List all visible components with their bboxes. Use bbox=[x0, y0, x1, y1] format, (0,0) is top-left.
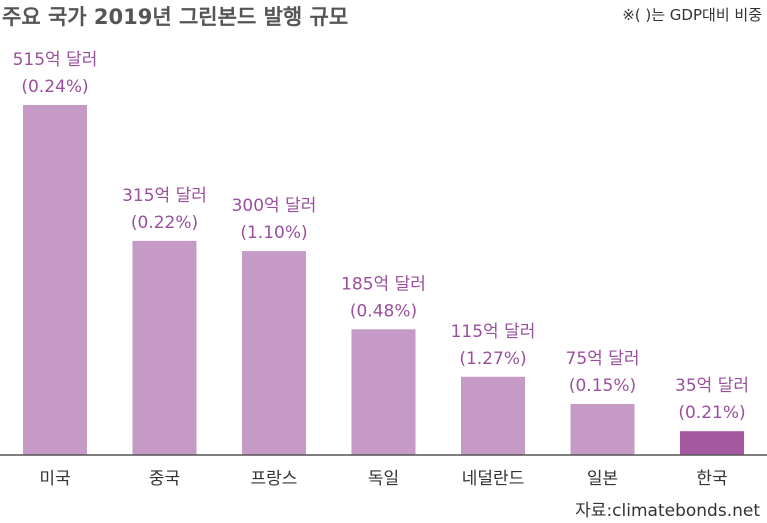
category-label-3: 독일 bbox=[368, 469, 399, 489]
value-label-6: 35억 달러 bbox=[675, 376, 749, 396]
chart-title: 주요 국가 2019년 그린본드 발행 규모 bbox=[2, 5, 348, 29]
category-label-4: 네덜란드 bbox=[462, 469, 525, 489]
bar-0 bbox=[23, 105, 87, 455]
bars-group: 515억 달러 (0.24%) 미국 315억 달러 (0.22%) 중국 300억 달러 (… bbox=[13, 50, 749, 489]
gdp-share-label-6: (0.21%) bbox=[678, 403, 745, 423]
value-label-0: 515억 달러 bbox=[13, 50, 98, 70]
gdp-share-label-3: (0.48%) bbox=[350, 301, 417, 321]
source-note: 자료:climatebonds.net bbox=[575, 501, 760, 521]
bar-5 bbox=[570, 404, 635, 455]
bar-4 bbox=[461, 376, 525, 455]
gdp-share-label-2: (1.10%) bbox=[240, 223, 307, 243]
category-label-5: 일본 bbox=[587, 469, 618, 489]
value-label-5: 75억 달러 bbox=[566, 349, 640, 369]
gdp-share-label-4: (1.27%) bbox=[459, 349, 526, 369]
value-label-1: 315억 달러 bbox=[122, 186, 207, 206]
value-label-4: 115억 달러 bbox=[451, 322, 536, 342]
value-label-2: 300억 달러 bbox=[232, 196, 317, 216]
bar-1 bbox=[132, 240, 197, 455]
bar-6 bbox=[680, 431, 744, 455]
gdp-share-note: ※( )는 GDP대비 비중 bbox=[622, 6, 762, 24]
bar-2 bbox=[242, 251, 306, 455]
gdp-share-label-1: (0.22%) bbox=[131, 213, 198, 233]
bar-3 bbox=[351, 329, 416, 455]
category-label-2: 프랑스 bbox=[251, 469, 298, 489]
gdp-share-label-0: (0.24%) bbox=[21, 77, 88, 97]
category-label-0: 미국 bbox=[39, 469, 70, 489]
gdp-share-label-5: (0.15%) bbox=[569, 376, 636, 396]
category-label-6: 한국 bbox=[696, 469, 727, 489]
category-label-1: 중국 bbox=[149, 469, 180, 489]
value-label-3: 185억 달러 bbox=[341, 274, 426, 294]
